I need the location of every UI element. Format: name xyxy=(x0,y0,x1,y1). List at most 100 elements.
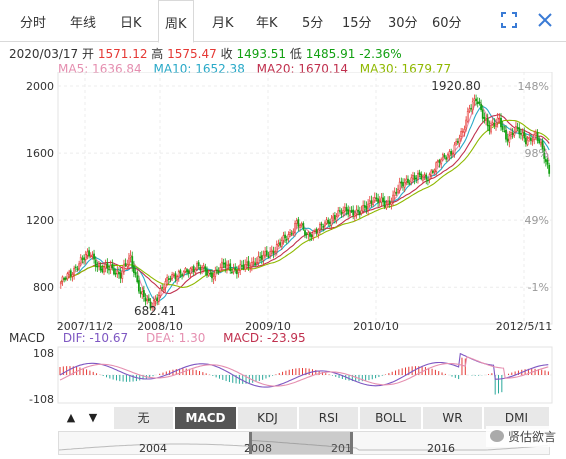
candle-body xyxy=(470,107,472,110)
tab-daily-k[interactable]: 日K xyxy=(120,16,142,31)
candle-body xyxy=(525,137,527,145)
candle-body xyxy=(249,267,252,269)
candle-body xyxy=(380,197,383,203)
candle-body xyxy=(425,174,428,180)
timeline-navigator[interactable]: 2004 2008 201 2016 xyxy=(58,431,550,455)
scroll-down-button[interactable]: ▼ xyxy=(88,411,98,424)
tab-30min[interactable]: 30分 xyxy=(388,16,418,31)
candle-body xyxy=(476,101,479,105)
candle-body xyxy=(133,265,135,273)
candle-body xyxy=(520,132,522,135)
candle-body xyxy=(169,278,172,280)
candle-body xyxy=(66,273,69,280)
open-label: 开 xyxy=(82,47,95,61)
indicator-tab-boll[interactable]: BOLL xyxy=(360,407,422,429)
candle-body xyxy=(231,271,233,274)
indicator-tab-kdj[interactable]: KDJ xyxy=(238,407,298,429)
candle-body xyxy=(267,256,270,258)
candle-body xyxy=(245,261,248,265)
close-icon[interactable] xyxy=(536,12,554,30)
candle-body xyxy=(393,191,396,197)
candle-body xyxy=(277,243,280,246)
candle-body xyxy=(222,262,225,265)
indicator-tab-rsi[interactable]: RSI xyxy=(299,407,359,429)
candle-body xyxy=(257,256,260,264)
candle-body xyxy=(505,129,507,140)
scroll-up-button[interactable]: ▲ xyxy=(66,411,76,424)
x-tick-label: 2007/11/2 xyxy=(57,320,113,330)
timeline-range-handle[interactable] xyxy=(249,432,353,454)
macd-y-max-label: 108 xyxy=(33,347,54,360)
candle-body xyxy=(350,210,353,212)
fullscreen-icon[interactable] xyxy=(500,12,518,30)
candle-body xyxy=(370,200,373,204)
candle-body xyxy=(304,230,306,236)
tab-monthly-k[interactable]: 月K xyxy=(212,16,234,31)
candle-body xyxy=(274,250,276,253)
tab-60min[interactable]: 60分 xyxy=(432,16,462,31)
candle-body xyxy=(307,232,310,235)
macd-grid xyxy=(57,346,553,404)
candle-body xyxy=(358,211,361,216)
candle-body xyxy=(397,188,399,193)
candle-body xyxy=(392,194,394,202)
macd-title: MACD xyxy=(9,331,45,345)
macd-chart[interactable]: 108 -108 xyxy=(0,345,566,405)
indicator-tab-dmi[interactable]: DMI xyxy=(484,407,550,429)
candle-body xyxy=(244,264,247,270)
candle-body xyxy=(456,141,459,143)
timeline-sparkline xyxy=(59,439,549,451)
candle-body xyxy=(237,269,240,273)
candle-body xyxy=(413,175,416,180)
tab-weekly-k[interactable]: 周K xyxy=(158,0,194,43)
candle-body xyxy=(250,262,253,267)
candle-body xyxy=(430,170,433,176)
tab-15min[interactable]: 15分 xyxy=(342,16,372,31)
candle-body xyxy=(287,234,290,239)
candle-body xyxy=(412,175,414,179)
candle-body xyxy=(451,152,454,155)
candle-body xyxy=(443,154,446,158)
candle-body xyxy=(280,240,283,247)
candle-body xyxy=(543,148,546,159)
candle-body xyxy=(172,274,175,277)
candle-body xyxy=(415,177,418,180)
candle-body xyxy=(113,268,115,275)
candle-body xyxy=(217,270,220,273)
candle-body xyxy=(312,230,315,239)
axis-labels: 2000 148% 1600 98% 1200 49% 800 -1% 2007/11/2 200… xyxy=(26,79,552,330)
candle-body xyxy=(171,274,174,280)
candle-body xyxy=(290,232,293,235)
min-price-label: 682.41 xyxy=(134,304,176,318)
candle-body xyxy=(187,270,190,274)
period-tabs: 分时 年线 日K 周K 月K 年K 5分 15分 30分 60分 xyxy=(0,0,566,43)
x-tick-label: 2010/10 xyxy=(353,320,399,330)
candle-body xyxy=(192,266,195,272)
indicator-tab-none[interactable]: 无 xyxy=(114,407,174,429)
candle-body xyxy=(483,116,486,120)
candle-body xyxy=(515,125,517,133)
candle-body xyxy=(227,264,230,266)
candle-body xyxy=(89,255,92,258)
x-tick-label: 2008/10 xyxy=(137,320,183,330)
candle-body xyxy=(544,159,547,162)
indicator-tab-macd[interactable]: MACD xyxy=(175,407,237,429)
indicator-tab-wr[interactable]: WR xyxy=(423,407,483,429)
tab-yearly-k[interactable]: 年K xyxy=(256,16,278,31)
tab-year-line[interactable]: 年线 xyxy=(70,16,97,31)
high-value: 1575.47 xyxy=(167,47,217,61)
candle-body xyxy=(488,125,491,132)
candle-body xyxy=(400,181,403,184)
tab-5min[interactable]: 5分 xyxy=(302,16,324,31)
kline-chart[interactable]: 2000 148% 1600 98% 1200 49% 800 -1% 2007/11/2 200… xyxy=(0,72,566,330)
candle-body xyxy=(285,239,288,241)
candle-body xyxy=(436,160,439,163)
candles xyxy=(59,94,551,312)
candle-body xyxy=(491,122,494,125)
candle-body xyxy=(84,253,87,260)
y-tick-pct-label: 98% xyxy=(525,147,549,160)
candle-body xyxy=(309,232,311,237)
candle-body xyxy=(322,225,325,228)
y-tick-label: 2000 xyxy=(26,80,54,93)
tab-minute[interactable]: 分时 xyxy=(20,16,47,31)
